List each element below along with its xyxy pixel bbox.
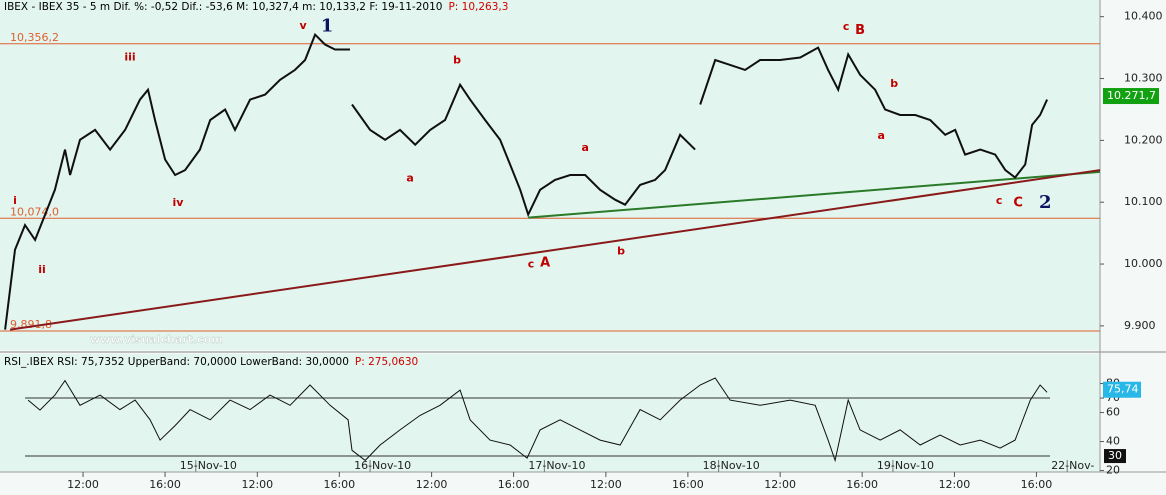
last-value-box <box>1103 88 1159 105</box>
level-label: 10,074,0 <box>10 205 59 218</box>
rsi-header: RSI_.IBEX RSI: 75,7352 UpperBand: 70,000… <box>4 356 349 368</box>
x-tick-label: 16:00 <box>498 478 530 491</box>
wave-label: iv <box>172 196 184 209</box>
y-tick-label: 10.200 <box>1124 133 1163 146</box>
trendline <box>528 170 1101 219</box>
wave-label: a <box>581 141 588 154</box>
last-value-box <box>1103 381 1141 398</box>
x-tick-label: 16:00 <box>149 478 181 491</box>
wave-label: b <box>617 245 625 258</box>
series-line <box>4 32 1049 330</box>
x-tick-label: 12:00 <box>67 478 99 491</box>
x-tick-label: 16:00 <box>846 478 878 491</box>
rsi-panel <box>0 354 1100 472</box>
wave-label: ii <box>38 263 46 276</box>
y-tick-label: 40 <box>1106 435 1120 448</box>
trendline <box>9 169 1101 331</box>
wave-label: a <box>878 129 885 142</box>
last-value-label: 10.271,7 <box>1107 89 1156 102</box>
wave-label: c <box>843 20 850 33</box>
x-tick-label: 12:00 <box>590 478 622 491</box>
y-tick-label: 10.400 <box>1124 10 1163 23</box>
wave-label: c <box>996 194 1003 207</box>
rsi-header-last: P: 275,0630 <box>355 356 418 368</box>
date-tick-label: 16-Nov-10 <box>354 459 411 472</box>
x-tick-label: 12:00 <box>939 478 971 491</box>
band-label: 30 <box>1108 449 1122 462</box>
y-tick-label: 10.300 <box>1124 72 1163 85</box>
x-tick-label: 12:00 <box>241 478 273 491</box>
level-label: 10,356,2 <box>10 31 59 44</box>
wave-label: 1 <box>321 16 334 37</box>
watermark: www.visualchart.com <box>90 333 223 346</box>
wave-label: i <box>13 194 17 207</box>
x-tick-label: 12:00 <box>416 478 448 491</box>
wave-label: c <box>528 258 535 271</box>
x-tick-label: 16:00 <box>1021 478 1053 491</box>
wave-label: b <box>453 54 461 67</box>
wave-label: 2 <box>1039 192 1052 213</box>
y-tick-label: 60 <box>1106 406 1120 419</box>
y-tick-label: 9.900 <box>1124 319 1156 332</box>
price-header-last: P: 10,263,3 <box>448 1 508 13</box>
last-value-label: 75,74 <box>1107 383 1139 396</box>
wave-label: B <box>855 23 865 38</box>
date-tick-label: 15-Nov-10 <box>180 459 237 472</box>
wave-label: A <box>540 255 550 270</box>
wave-label: b <box>890 77 898 90</box>
price-panel <box>0 0 1100 350</box>
y-tick-label: 10.000 <box>1124 257 1163 270</box>
wave-label: iii <box>124 51 135 64</box>
wave-label: C <box>1013 195 1023 210</box>
layer: 10.400 10.300 10.200 10.100 10.000 9.900 10,35… <box>0 10 1163 491</box>
price-header: IBEX - IBEX 35 - 5 m Dif. %: -0,52 Dif.:… <box>4 1 442 13</box>
date-tick-label: 22-Nov- <box>1051 459 1094 472</box>
wave-label: a <box>406 172 413 185</box>
date-tick-label: 17-Nov-10 <box>528 459 585 472</box>
x-tick-label: 12:00 <box>764 478 796 491</box>
date-tick-label: 19-Nov-10 <box>877 459 934 472</box>
date-tick-label: 18-Nov-10 <box>703 459 760 472</box>
wave-label: v <box>299 19 307 32</box>
x-tick-label: 16:00 <box>323 478 355 491</box>
series-line <box>27 377 1048 463</box>
y-tick-label: 20 <box>1106 464 1120 477</box>
band-box <box>1104 449 1126 464</box>
y-tick-label: 10.100 <box>1124 195 1163 208</box>
x-tick-label: 16:00 <box>672 478 704 491</box>
